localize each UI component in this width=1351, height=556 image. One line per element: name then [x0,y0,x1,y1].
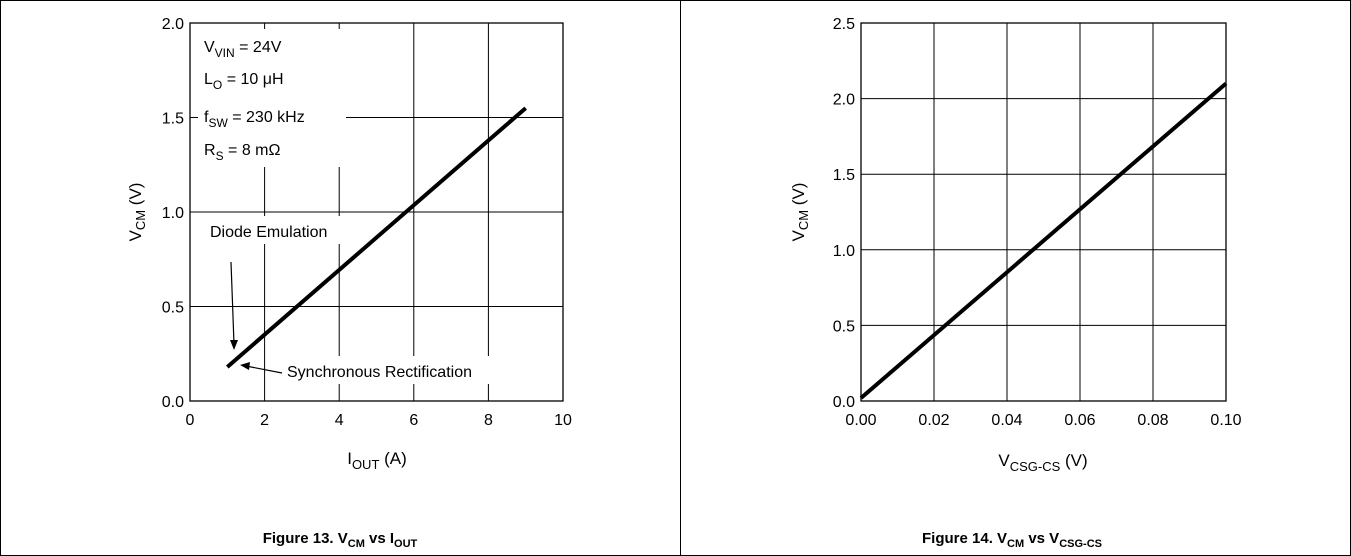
y-tick-label: 0.5 [162,300,184,317]
diode-label-background [206,216,362,244]
x-tick-label: 0.10 [1210,412,1241,429]
figure-14-chart: 0.00.51.01.52.02.5 0.00 0.02 0.04 0.06 0.08 0… [789,16,1242,550]
figure-14-y-ticks: 0.0 0.5 1.0 1.5 2.0 2.5 [833,16,855,411]
y-tick-label: 1.5 [833,167,855,184]
series-line [859,81,1228,400]
sync-label-background [286,356,530,384]
annotation-synchronous-rectification: Synchronous Rectification [287,364,472,381]
figure-13-plot-area [189,22,564,402]
figure-13-conditions: VVIN = 24V LO = 10 μH fSW = 230 kHz RS =… [198,29,346,167]
figure-13-x-axis-label: IOUT (A) [347,449,407,472]
figure-14-series [859,81,1228,400]
x-tick-label: 0.06 [1064,412,1095,429]
y-tick-label: 1.5 [162,111,184,128]
figure-13-caption: Figure 13. VCM vs IOUT [263,530,418,550]
y-tick-label: 0.0 [162,394,184,411]
sync-arrow-line [245,365,283,374]
figure-14-x-axis-label: VCSG-CS (V) [998,451,1087,474]
sync-arrow-head [240,362,250,370]
condition-vin: VVIN = 24V [204,39,282,60]
y-tick-label: 1.0 [162,205,184,222]
y-tick-label: 1.0 [833,243,855,260]
series-line [225,106,528,369]
y-tick-label: 2.0 [162,16,184,33]
condition-lo: LO = 10 μH [204,71,284,92]
figure-13-y-axis-label: VCM (V) [126,183,148,242]
figure-14-caption: Figure 14. VCM vs VCSG-CS [922,530,1102,550]
diode-arrow-head [230,340,238,350]
x-tick-label: 2 [260,412,269,429]
conditions-background [198,29,346,167]
x-tick-label: 0.04 [991,412,1022,429]
figure-13-series [225,106,528,369]
figure-14-grid [861,23,1226,401]
x-tick-label: 8 [484,412,493,429]
figure-13-x-ticks: 0 2 4 6 8 10 [186,412,572,429]
y-tick-label: 2.0 [833,92,855,109]
figure-13-chart: 0.0 0.5 1.0 1.5 2.0 0 2 4 6 8 10 VVIN = 24V LO = … [126,16,572,550]
figure-13-y-ticks: 0.0 0.5 1.0 1.5 2.0 [162,16,184,411]
x-tick-label: 0.00 [845,412,876,429]
diode-arrow-line [230,261,235,345]
figure-14-y-axis-label: VCM (V) [789,183,811,242]
figure-14-plot-area [860,22,1227,402]
y-tick-label: 2.5 [833,16,855,33]
x-tick-label: 0 [186,412,195,429]
y-tick-label: 0.5 [833,318,855,335]
x-tick-label: 4 [335,412,344,429]
x-tick-label: 10 [554,412,572,429]
y-tick-label: 0.0 [833,394,855,411]
x-tick-label: 0.08 [1137,412,1168,429]
x-tick-label: 0.02 [918,412,949,429]
x-tick-label: 6 [409,412,418,429]
condition-fsw: fSW = 230 kHz [204,109,305,130]
figure-14-x-ticks: 0.00 0.02 0.04 0.06 0.08 0.10 [845,412,1241,429]
annotation-diode-emulation: Diode Emulation [210,224,327,241]
condition-rs: RS = 8 mΩ [204,142,280,163]
